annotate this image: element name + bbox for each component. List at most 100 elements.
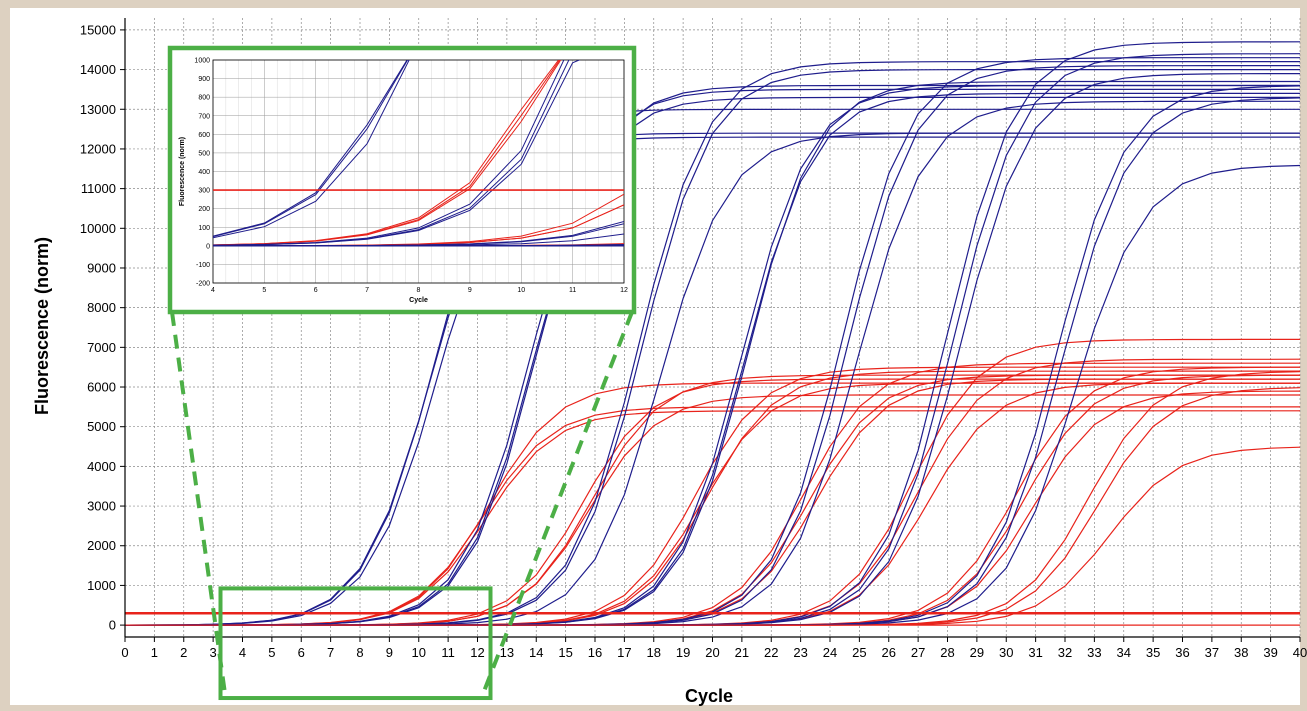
inset-plot-border — [212, 59, 625, 284]
inset-x-tick-label: 7 — [365, 287, 369, 294]
x-tick-label: 16 — [588, 645, 602, 660]
main-axes: 0 1 2 3 4 5 6 7 8 9 10 11 12 13 14 15 16 17 18 19 20 21 22 23 24… — [80, 18, 1307, 660]
blue-amplification-curve — [124, 108, 1300, 626]
x-tick-label: 38 — [1234, 645, 1248, 660]
x-tick-label: 31 — [1028, 645, 1042, 660]
inset-x-tick-label: 8 — [417, 287, 421, 294]
y-tick-label: 13000 — [80, 102, 116, 117]
x-tick-label: 26 — [882, 645, 896, 660]
zoom-callout — [170, 311, 634, 701]
x-tick-label: 0 — [121, 645, 128, 660]
inset-x-axis-title: Cycle — [409, 297, 428, 304]
zoom-connector-right — [482, 311, 634, 691]
zoom-region-box — [218, 586, 493, 701]
x-tick-label: 6 — [298, 645, 305, 660]
x-tick-label: 11 — [441, 645, 455, 660]
y-tick-label: 6000 — [87, 380, 116, 395]
inset-y-tick-label: 400 — [198, 169, 210, 176]
inset-y-tick-label: -200 — [196, 281, 210, 288]
x-tick-label: 7 — [327, 645, 334, 660]
inset-chart: 4 5 6 7 8 9 10 11 12 -200 -100 0 100 200 300 400 500 600 7… — [167, 45, 637, 315]
inset-y-tick-label: 500 — [198, 150, 210, 157]
blue-inset-curve — [213, 60, 410, 239]
y-axis-title: Fluorescence (norm) — [32, 237, 52, 415]
y-tick-label: 14000 — [80, 62, 116, 77]
y-tick-label: 15000 — [80, 22, 116, 37]
y-tick-label: 11000 — [81, 181, 116, 196]
x-tick-label: 15 — [558, 645, 572, 660]
blue-amplification-curve — [124, 136, 1300, 626]
inset-x-tick-label: 12 — [620, 287, 628, 294]
y-tick-label: 9000 — [87, 260, 116, 275]
inset-y-tick-label: 100 — [198, 225, 210, 232]
x-tick-label: 17 — [617, 645, 631, 660]
inset-frame — [167, 45, 637, 315]
x-tick-label: 21 — [735, 645, 749, 660]
x-tick-label: 29 — [970, 645, 984, 660]
y-tick-label: 1000 — [87, 578, 116, 593]
x-tick-label: 22 — [764, 645, 778, 660]
x-tick-label: 4 — [239, 645, 246, 660]
y-tick-label: 7000 — [87, 340, 116, 355]
red-inset-curve — [213, 60, 561, 246]
x-tick-label: 19 — [676, 645, 690, 660]
x-tick-label: 10 — [412, 645, 426, 660]
x-tick-label: 5 — [268, 645, 275, 660]
x-tick-label: 12 — [470, 645, 484, 660]
inset-x-tick-label: 11 — [569, 287, 576, 294]
x-tick-label: 37 — [1205, 645, 1219, 660]
x-tick-label: 39 — [1263, 645, 1277, 660]
inset-y-tick-label: 0 — [206, 243, 210, 250]
inset-x-tick-label: 10 — [517, 287, 525, 294]
inset-y-tick-label: 800 — [198, 95, 210, 102]
x-tick-label: 27 — [911, 645, 925, 660]
x-tick-label: 2 — [180, 645, 187, 660]
y-tick-label: 5000 — [87, 419, 116, 434]
x-tick-label: 28 — [940, 645, 954, 660]
x-tick-label: 14 — [529, 645, 543, 660]
y-tick-label: 2000 — [87, 538, 116, 553]
inset-x-tick-label: 6 — [314, 287, 318, 294]
zoom-connector-left — [170, 311, 227, 691]
x-tick-label: 25 — [852, 645, 866, 660]
x-tick-label: 3 — [210, 645, 217, 660]
inset-y-tick-label: 600 — [198, 132, 210, 139]
x-tick-label: 13 — [500, 645, 514, 660]
inset-y-tick-label: -100 — [196, 262, 210, 269]
blue-inset-curve — [213, 60, 581, 246]
inset-curves — [213, 60, 624, 247]
inset-x-tick-label: 5 — [262, 287, 266, 294]
inset-y-tick-label: 1000 — [194, 58, 210, 65]
x-tick-label: 9 — [386, 645, 393, 660]
x-tick-label: 20 — [705, 645, 719, 660]
y-tick-label: 4000 — [87, 459, 116, 474]
y-tick-label: 12000 — [80, 141, 116, 156]
x-tick-label: 30 — [999, 645, 1013, 660]
x-tick-label: 36 — [1175, 645, 1189, 660]
x-axis-title: Cycle — [685, 686, 733, 706]
y-tick-label: 0 — [109, 618, 116, 633]
x-tick-label: 23 — [793, 645, 807, 660]
y-tick-label: 3000 — [87, 499, 116, 514]
main-curves — [124, 41, 1301, 626]
inset-x-tick-label: 4 — [211, 287, 215, 294]
main-grid — [124, 18, 1301, 637]
inset-y-tick-label: 900 — [198, 76, 210, 83]
y-tick-label: 10000 — [80, 221, 116, 236]
inset-y-tick-label: 300 — [198, 188, 210, 195]
x-tick-label: 33 — [1087, 645, 1101, 660]
x-tick-label: 35 — [1146, 645, 1160, 660]
inset-y-tick-label: 700 — [198, 113, 210, 120]
x-tick-label: 34 — [1117, 645, 1131, 660]
inset-x-tick-label: 9 — [468, 287, 472, 294]
blue-inset-curve — [213, 60, 408, 237]
x-tick-label: 8 — [356, 645, 363, 660]
x-tick-label: 32 — [1058, 645, 1072, 660]
x-tick-label: 1 — [151, 645, 158, 660]
inset-y-tick-label: 200 — [198, 206, 210, 213]
inset-y-axis-title: Fluorescence (norm) — [179, 137, 186, 206]
y-tick-label: 8000 — [87, 300, 116, 315]
x-tick-label: 40 — [1293, 645, 1307, 660]
